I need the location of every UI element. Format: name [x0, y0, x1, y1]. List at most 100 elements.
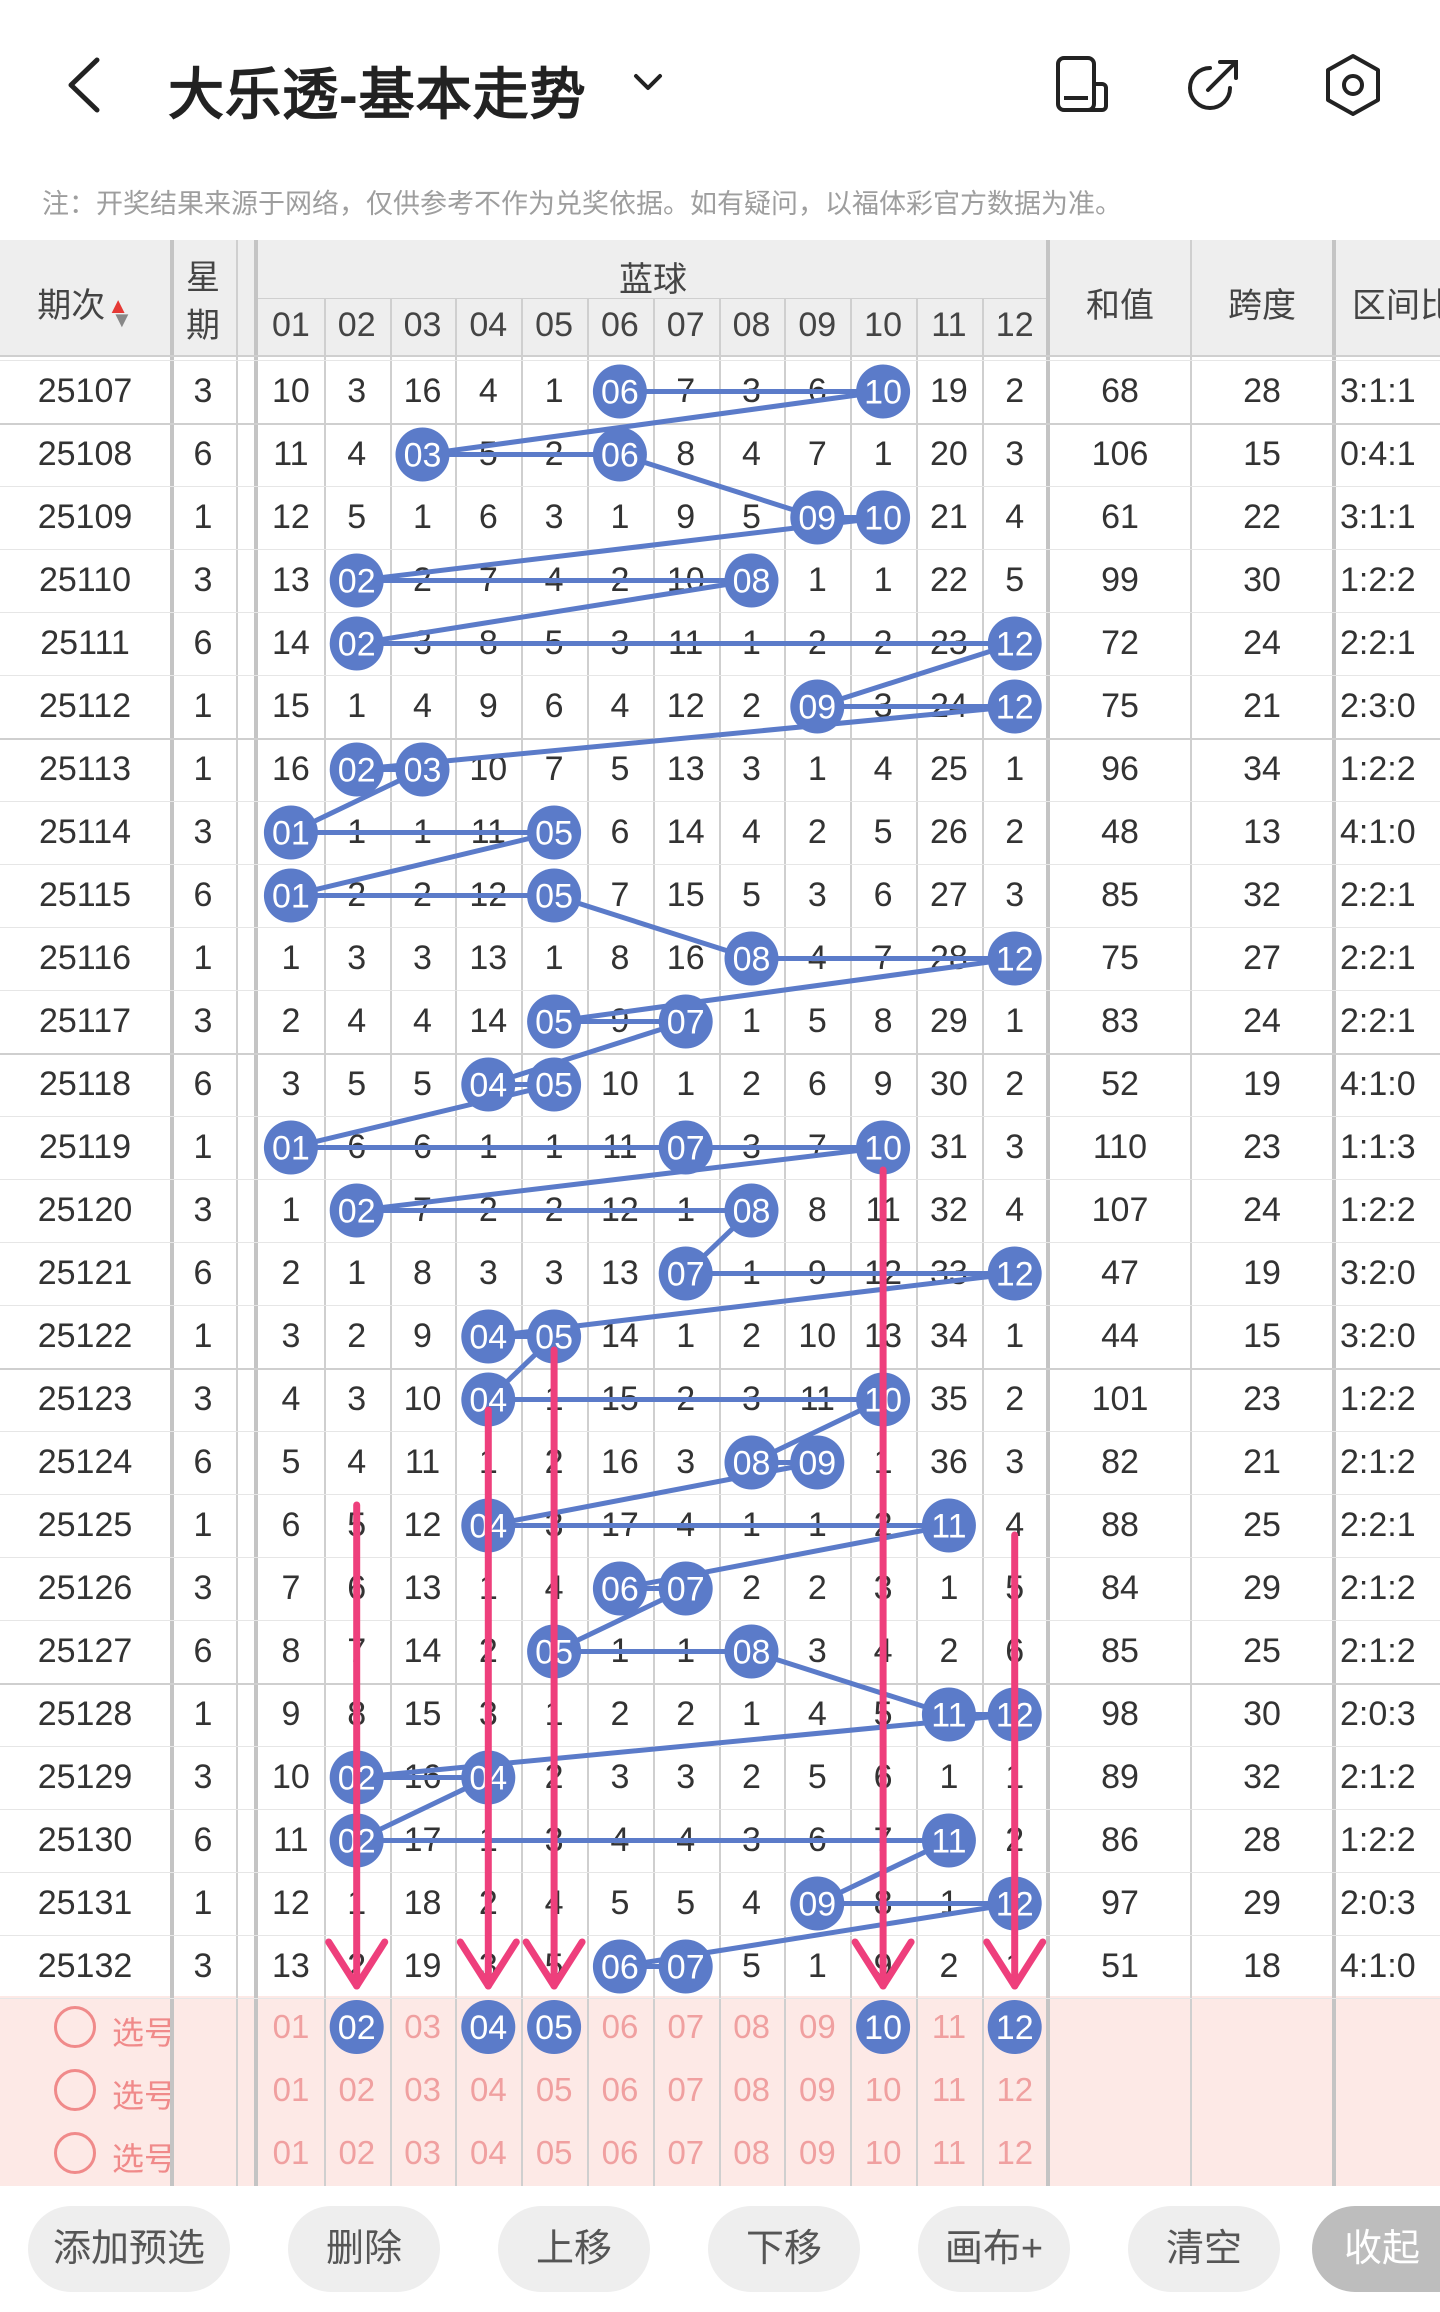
- pick-number[interactable]: 01: [272, 2134, 310, 2171]
- pick-number[interactable]: 06: [601, 2134, 639, 2171]
- pick-number[interactable]: 02: [338, 2008, 376, 2045]
- pick-number[interactable]: 03: [404, 2071, 441, 2108]
- issue-cell: 25110: [38, 561, 132, 599]
- pick-number[interactable]: 04: [470, 2071, 507, 2108]
- span-cell: 25: [1243, 1632, 1281, 1670]
- miss-count-cell: 19: [929, 372, 968, 410]
- miss-count-cell: 8: [610, 939, 630, 977]
- chevron-down-icon[interactable]: [628, 62, 668, 102]
- pick-number[interactable]: 04: [470, 2134, 507, 2171]
- pick-number[interactable]: 08: [733, 2008, 770, 2045]
- miss-count-cell: 3: [347, 939, 367, 977]
- week-cell: 6: [193, 1065, 213, 1103]
- pick-label[interactable]: 选号: [112, 2078, 177, 2114]
- page-title[interactable]: 大乐透-基本走势: [168, 63, 587, 126]
- sort-icon[interactable]: ▲: [107, 293, 129, 318]
- clear-button[interactable]: 清空: [1128, 2206, 1280, 2292]
- week-cell: 6: [193, 435, 213, 473]
- pick-radio[interactable]: [54, 2069, 96, 2111]
- pick-number[interactable]: 10: [864, 2134, 902, 2171]
- move-up-button[interactable]: 上移: [498, 2206, 650, 2292]
- pick-number[interactable]: 11: [931, 2071, 967, 2108]
- blue-col-header: 12: [995, 306, 1034, 344]
- pick-number[interactable]: 06: [601, 2071, 639, 2108]
- pick-number[interactable]: 08: [733, 2134, 770, 2171]
- pick-number[interactable]: 01: [272, 2071, 310, 2108]
- pick-number[interactable]: 12: [996, 2134, 1034, 2171]
- pick-number[interactable]: 06: [601, 2008, 639, 2045]
- pick-number[interactable]: 04: [470, 2008, 507, 2045]
- pick-number[interactable]: 10: [864, 2008, 902, 2045]
- pick-number[interactable]: 10: [864, 2071, 902, 2108]
- miss-count-cell: 7: [676, 372, 696, 410]
- miss-count-cell: 2: [939, 1632, 959, 1670]
- canvas-plus-button[interactable]: 画布+: [918, 2206, 1070, 2292]
- settings-icon[interactable]: [1318, 50, 1388, 120]
- span-cell: 29: [1243, 1569, 1281, 1607]
- blue-header: 蓝球: [619, 261, 687, 299]
- pick-radio[interactable]: [54, 2006, 96, 2048]
- pick-number[interactable]: 02: [338, 2071, 376, 2108]
- pick-number[interactable]: 11: [931, 2008, 967, 2045]
- miss-count-cell: 1: [544, 372, 564, 410]
- pick-number[interactable]: 07: [667, 2071, 705, 2108]
- miss-count-cell: 3: [413, 624, 432, 662]
- pick-number[interactable]: 01: [272, 2008, 310, 2045]
- pick-radio[interactable]: [54, 2132, 96, 2174]
- ratio-cell: 2:2:1: [1340, 939, 1416, 977]
- add-preselect-button[interactable]: 添加预选: [28, 2206, 230, 2292]
- miss-count-cell: 2: [742, 687, 761, 725]
- collapse-button[interactable]: 收起: [1312, 2206, 1440, 2292]
- pick-number[interactable]: 11: [931, 2134, 967, 2171]
- blue-ball-cell: [455, 1368, 521, 1431]
- sum-cell: 85: [1101, 876, 1139, 914]
- miss-count-cell: 9: [413, 1317, 432, 1355]
- chevron-left-icon[interactable]: [55, 50, 115, 120]
- delete-button[interactable]: 删除: [288, 2206, 440, 2292]
- pick-label[interactable]: 选号: [112, 2141, 177, 2177]
- miss-count-cell: 5: [610, 750, 630, 788]
- pick-number[interactable]: 12: [996, 2008, 1034, 2045]
- miss-count-cell: 18: [403, 1884, 442, 1922]
- pick-number[interactable]: 09: [799, 2008, 836, 2045]
- pick-number[interactable]: 07: [667, 2008, 705, 2045]
- issue-header[interactable]: 期次▲▼: [37, 287, 133, 332]
- pick-number[interactable]: 03: [404, 2134, 441, 2171]
- miss-count-cell: 3: [1005, 435, 1025, 473]
- week-cell: 6: [193, 1821, 213, 1859]
- miss-count-cell: 4: [544, 1884, 564, 1922]
- span-cell: 27: [1243, 939, 1281, 977]
- miss-count-cell: 15: [271, 687, 310, 725]
- issue-cell: 25122: [37, 1317, 133, 1355]
- blue-col-header: 08: [732, 306, 771, 344]
- pick-number[interactable]: 12: [996, 2071, 1034, 2108]
- layout-icon[interactable]: [1046, 50, 1116, 120]
- miss-count-cell: 32: [929, 1191, 968, 1229]
- miss-count-cell: 4: [807, 1695, 827, 1733]
- blue-ball-cell: [455, 1053, 521, 1116]
- move-down-button[interactable]: 下移: [708, 2206, 860, 2292]
- pick-number[interactable]: 08: [733, 2071, 770, 2108]
- share-icon[interactable]: [1178, 50, 1248, 120]
- pick-number[interactable]: 05: [535, 2071, 573, 2108]
- pick-number[interactable]: 05: [535, 2134, 573, 2171]
- pick-number[interactable]: 09: [799, 2071, 836, 2108]
- blue-ball-cell: [521, 1620, 587, 1683]
- miss-count-cell: 1: [1005, 1317, 1025, 1355]
- miss-count-cell: 20: [929, 435, 968, 473]
- miss-count-cell: 1: [478, 1821, 498, 1859]
- miss-count-cell: 2: [544, 1758, 564, 1796]
- ratio-cell: 2:0:3: [1340, 1884, 1416, 1922]
- pick-number[interactable]: 03: [404, 2008, 441, 2045]
- pick-label[interactable]: 选号: [112, 2015, 177, 2051]
- sort-down-icon: ▼: [111, 307, 133, 332]
- sum-cell: 51: [1101, 1947, 1139, 1985]
- miss-count-cell: 13: [271, 561, 310, 599]
- issue-cell: 25118: [38, 1065, 132, 1103]
- pick-number[interactable]: 07: [667, 2134, 705, 2171]
- pick-number[interactable]: 02: [338, 2134, 376, 2171]
- pick-number[interactable]: 09: [799, 2134, 836, 2171]
- week-cell: 1: [193, 1128, 213, 1166]
- pick-number[interactable]: 05: [535, 2008, 573, 2045]
- miss-count-cell: 2: [478, 1884, 498, 1922]
